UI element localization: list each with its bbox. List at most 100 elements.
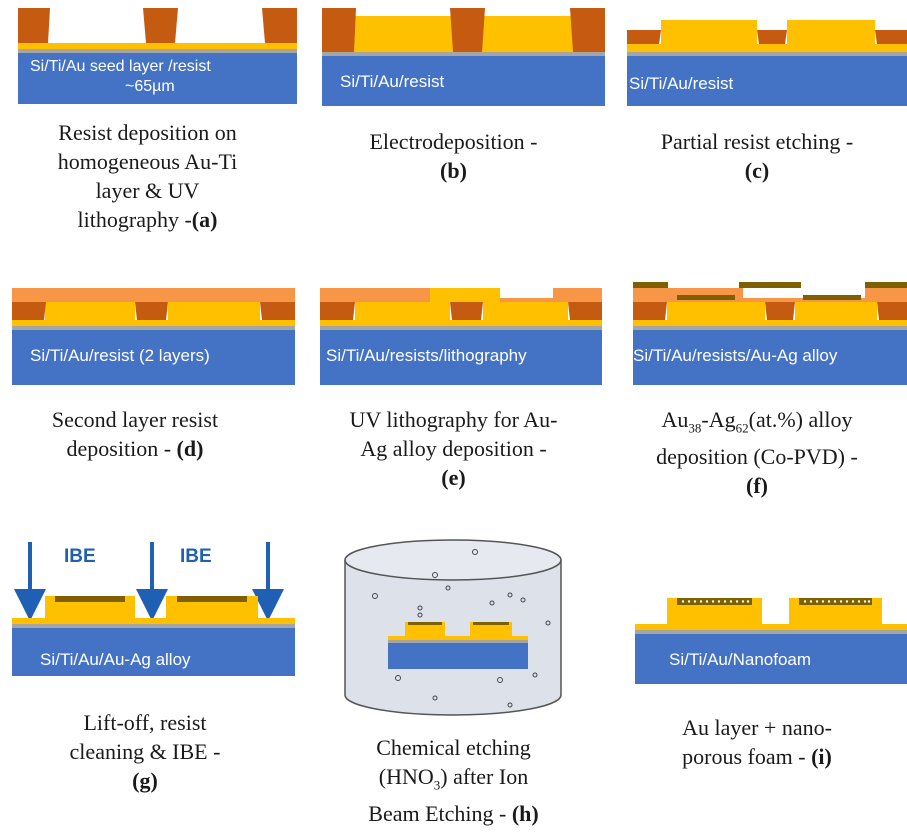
gold-block	[168, 302, 260, 320]
panel-d-diagram	[0, 280, 300, 390]
caption-f: Au38-Ag62(at.%) alloy deposition (Co-PVD…	[607, 405, 907, 500]
panel-c: Si/Ti/Au/resist Partial resist etching -…	[607, 0, 907, 260]
resist-block	[627, 30, 661, 44]
gold-layer	[320, 320, 602, 326]
resist-block	[322, 8, 356, 52]
caption-line: layer & UV	[0, 176, 295, 205]
second-resist-layer	[633, 298, 907, 302]
resist-block	[570, 8, 605, 52]
gold-layer	[388, 636, 528, 640]
panel-i: Si/Ti/Au/Nanofoam Au layer + nano- porou…	[607, 530, 907, 837]
caption-d: Second layer resist deposition - (d)	[0, 405, 270, 463]
caption-line: Ag alloy deposition -	[300, 434, 607, 463]
resist-block	[765, 302, 795, 320]
caption-tag: (d)	[177, 436, 204, 461]
caption-line: (f)	[607, 471, 907, 500]
resist-block	[757, 30, 787, 44]
caption-tag: (a)	[192, 207, 218, 232]
seed-layer	[633, 326, 907, 330]
alloy-layer	[865, 282, 907, 288]
gold-layer	[18, 43, 297, 49]
panel-h: Chemical etching (HNO3) after Ion Beam E…	[300, 530, 607, 837]
alloy-deposit	[803, 295, 861, 300]
layer-label: Si/Ti/Au/Au-Ag alloy	[40, 650, 191, 670]
gold-layer	[12, 618, 295, 624]
caption-line: Lift-off, resist	[0, 708, 290, 737]
seed-layer	[635, 630, 907, 634]
seed-layer	[12, 326, 295, 330]
gold-layer	[12, 320, 295, 326]
resist-block	[18, 8, 50, 43]
resist-block	[135, 302, 168, 320]
nanofoam-layer	[473, 622, 509, 625]
ibe-label: IBE	[64, 546, 96, 568]
caption-tag: (b)	[440, 158, 467, 183]
caption-line: (e)	[300, 463, 607, 492]
panel-g: IBE IBE Si/Ti/Au/Au-Ag alloy Lift-off, r…	[0, 530, 300, 837]
caption-line: (c)	[607, 156, 907, 185]
layer-label-thickness: ~65µm	[125, 78, 175, 96]
caption-line: Chemical etching	[300, 733, 607, 762]
seed-layer	[627, 52, 907, 56]
caption-line: deposition - (d)	[0, 434, 270, 463]
layer-label: Si/Ti/Au/resist (2 layers)	[30, 346, 210, 366]
caption-line: (HNO3) after Ion	[300, 762, 607, 799]
alloy-layer	[55, 596, 125, 602]
gold-block	[483, 302, 568, 320]
caption-tag: (c)	[745, 158, 769, 183]
alloy-deposit	[677, 295, 735, 300]
gold-block	[787, 20, 875, 44]
caption-line: cleaning & IBE -	[0, 737, 290, 766]
alloy-layer	[633, 282, 668, 288]
nanofoam-layer	[408, 622, 442, 625]
caption-tag: (g)	[132, 768, 158, 793]
layer-label: Si/Ti/Au/Nanofoam	[669, 650, 811, 670]
caption-tag: (i)	[811, 744, 832, 769]
resist-block	[320, 302, 355, 320]
resist-block	[143, 8, 178, 43]
caption-line: porous foam - (i)	[607, 742, 907, 771]
layer-label: Si/Ti/Au/resists/lithography	[326, 346, 527, 366]
layer-label: Si/Ti/Au/resist	[629, 74, 733, 94]
seed-layer	[12, 624, 295, 628]
panel-b: Si/Ti/Au/resist Electrodeposition - (b)	[300, 0, 607, 260]
resist-block	[877, 302, 907, 320]
alloy-layer	[739, 282, 801, 288]
panel-a: Si/Ti/Au seed layer /resist ~65µm Resist…	[0, 0, 300, 260]
caption-line: Electrodeposition -	[300, 127, 607, 156]
caption-a: Resist deposition on homogeneous Au-Ti l…	[0, 118, 295, 234]
caption-line: deposition (Co-PVD) -	[607, 442, 907, 471]
caption-line: UV lithography for Au-	[300, 405, 607, 434]
resist-block	[633, 302, 667, 320]
gold-block	[667, 302, 765, 320]
gold-block	[795, 302, 877, 320]
caption-line: Partial resist etching -	[607, 127, 907, 156]
caption-line: (b)	[300, 156, 607, 185]
panel-d: Si/Ti/Au/resist (2 layers) Second layer …	[0, 280, 300, 510]
caption-line: Resist deposition on	[0, 118, 295, 147]
caption-tag: (f)	[746, 473, 768, 498]
panel-h-diagram	[300, 530, 607, 720]
layer-label: Si/Ti/Au seed layer /resist	[30, 58, 211, 76]
caption-e: UV lithography for Au- Ag alloy depositi…	[300, 405, 607, 492]
seed-layer	[322, 52, 605, 56]
gold-layer	[635, 624, 907, 630]
caption-b: Electrodeposition - (b)	[300, 127, 607, 185]
gold-block	[661, 20, 757, 44]
resist-block	[568, 302, 602, 320]
caption-tag: (h)	[512, 801, 539, 826]
caption-line: lithography -(a)	[0, 205, 295, 234]
caption-i: Au layer + nano- porous foam - (i)	[607, 713, 907, 771]
resist-block	[450, 8, 485, 52]
caption-line: homogeneous Au-Ti	[0, 147, 295, 176]
caption-line: Second layer resist	[0, 405, 270, 434]
caption-line: Beam Etching - (h)	[300, 799, 607, 828]
resist-block	[262, 8, 297, 43]
resist-block	[12, 302, 46, 320]
gold-layer	[633, 320, 907, 326]
panel-b-diagram	[300, 0, 607, 110]
caption-g: Lift-off, resist cleaning & IBE - (g)	[0, 708, 290, 795]
seed-layer	[388, 640, 528, 643]
gold-layer	[627, 44, 907, 52]
caption-h: Chemical etching (HNO3) after Ion Beam E…	[300, 733, 607, 828]
